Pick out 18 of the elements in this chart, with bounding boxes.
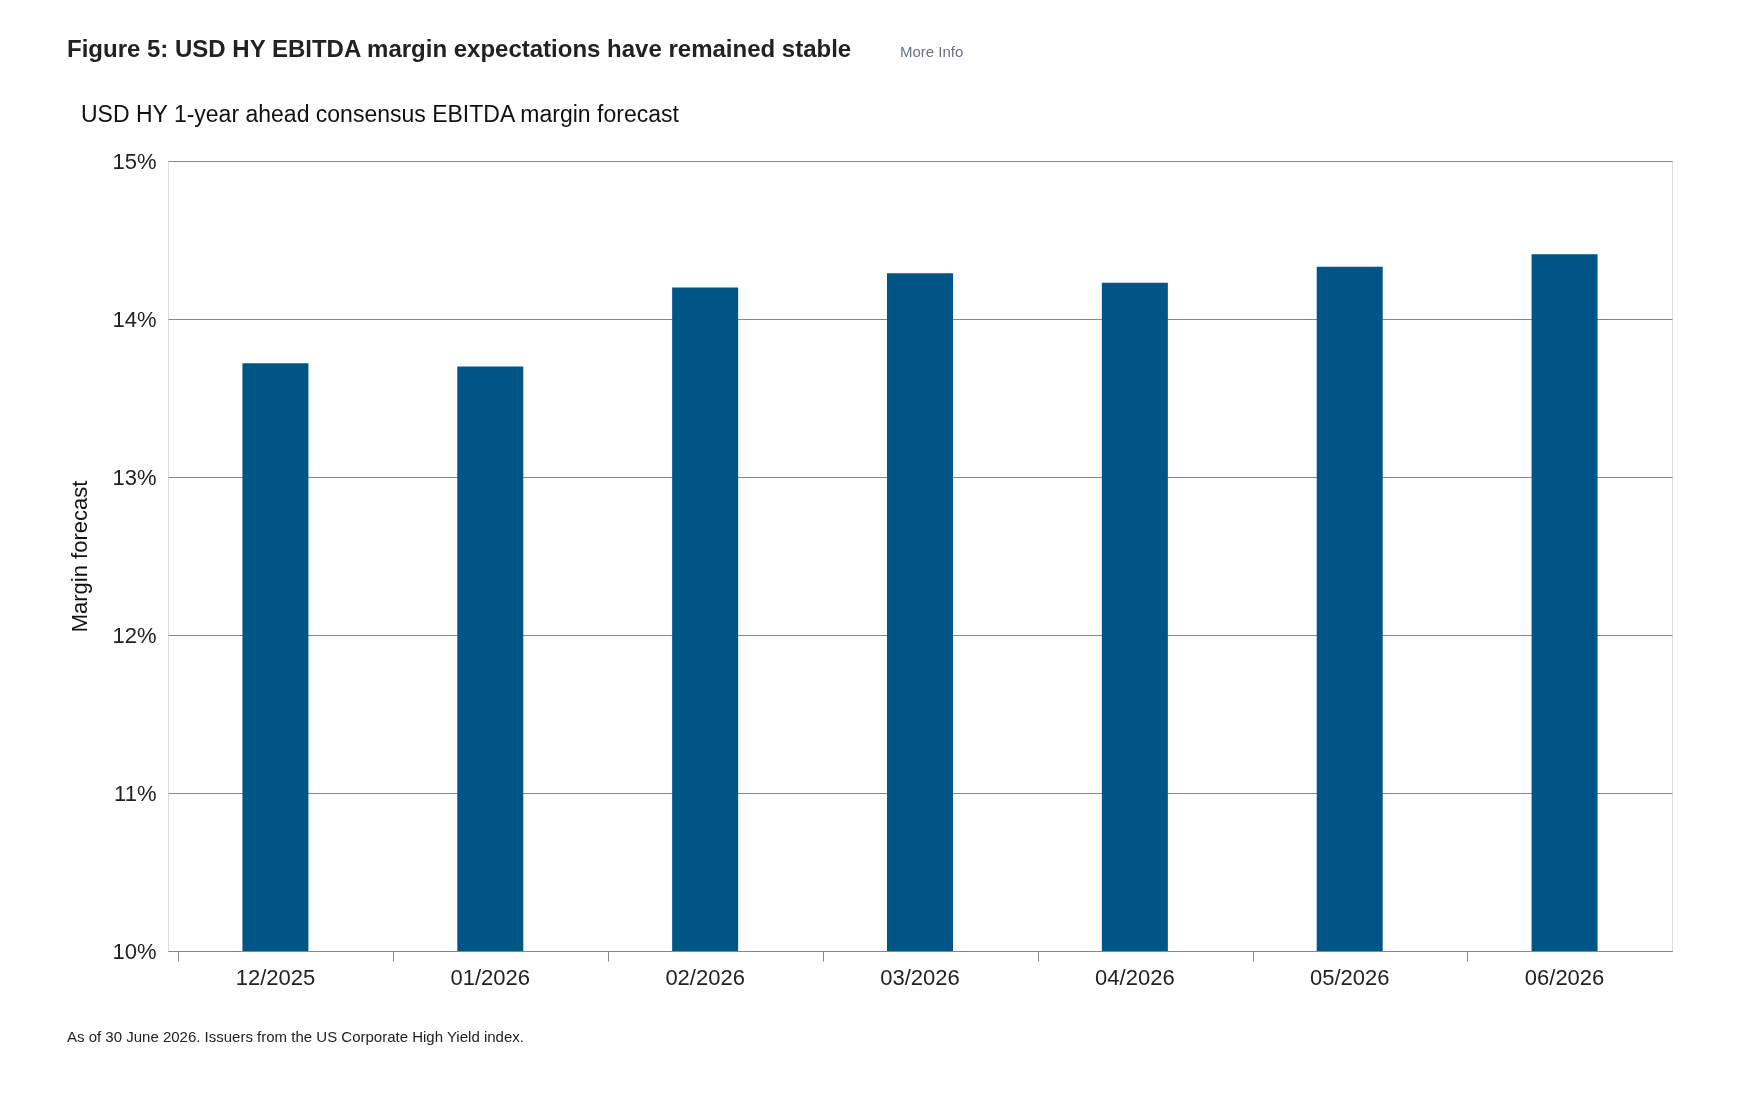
chart-title: Figure 5: USD HY EBITDA margin expectations have remained stable: [67, 35, 852, 62]
y-tick-label: 13%: [112, 464, 157, 490]
y-tick-label: 11%: [114, 780, 157, 806]
x-tick-label: 05/2026: [1309, 964, 1390, 990]
x-tick-label: 04/2026: [1095, 964, 1175, 990]
text: As of 30 June 2026. Issuers from the US Corporate High Yield index.: [67, 1028, 524, 1045]
y-tick-label: 12%: [112, 622, 157, 648]
x-tick-label: 02/2026: [665, 964, 745, 990]
y-tick-label: 10%: [112, 938, 157, 964]
chart-subtitle: USD HY 1-year ahead consensus EBITDA margin forecast: [81, 101, 680, 127]
y-axis-title: Margin forecast: [67, 480, 93, 633]
y-tick-label: 15%: [112, 148, 157, 174]
x-tick-label: 06/2026: [1524, 964, 1605, 990]
x-tick-label: 03/2026: [880, 964, 960, 990]
x-tick-label: 12/2025: [235, 964, 316, 990]
x-tick-label: 01/2026: [450, 964, 531, 990]
text: More Info: [900, 43, 964, 60]
y-tick-label: 14%: [112, 306, 157, 332]
